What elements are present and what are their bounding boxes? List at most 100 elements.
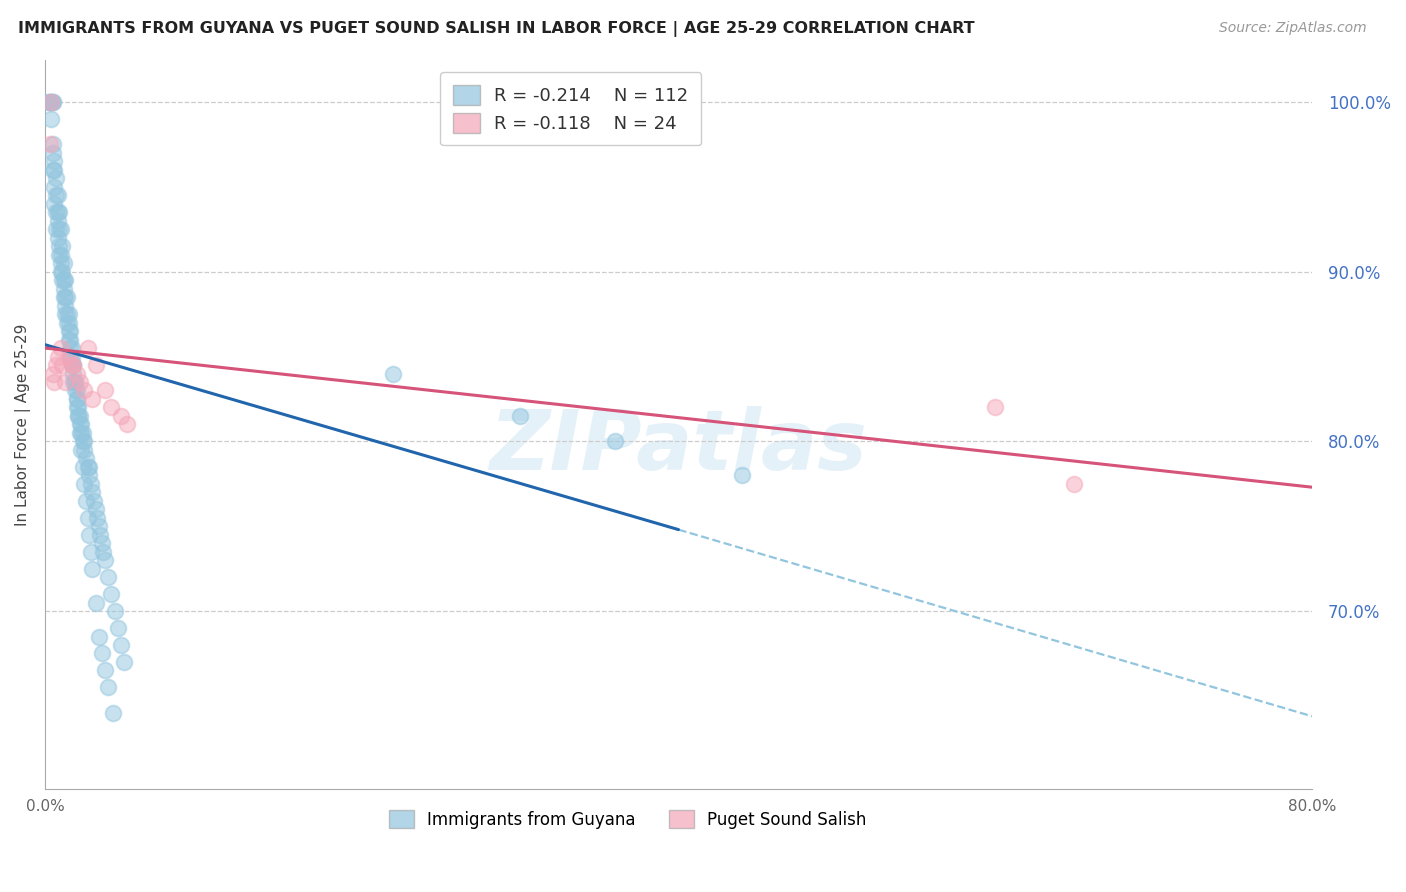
Point — [86, 510, 108, 524]
Point — [112, 655, 135, 669]
Point — [59, 333, 82, 347]
Point — [63, 375, 86, 389]
Point — [52, 256, 75, 270]
Point — [82, 561, 104, 575]
Point — [82, 485, 104, 500]
Point — [55, 375, 77, 389]
Point — [110, 409, 132, 423]
Point — [38, 137, 60, 152]
Point — [107, 621, 129, 635]
Point — [56, 316, 79, 330]
Point — [69, 417, 91, 432]
Point — [59, 350, 82, 364]
Point — [83, 493, 105, 508]
Point — [69, 409, 91, 423]
Point — [62, 375, 84, 389]
Point — [87, 519, 110, 533]
Point — [731, 468, 754, 483]
Point — [100, 587, 122, 601]
Point — [75, 493, 97, 508]
Point — [45, 205, 67, 219]
Point — [69, 425, 91, 440]
Point — [55, 290, 77, 304]
Text: ZIPatlas: ZIPatlas — [489, 406, 868, 487]
Point — [42, 145, 65, 160]
Point — [70, 442, 93, 457]
Point — [94, 384, 117, 398]
Y-axis label: In Labor Force | Age 25-29: In Labor Force | Age 25-29 — [15, 323, 31, 525]
Text: IMMIGRANTS FROM GUYANA VS PUGET SOUND SALISH IN LABOR FORCE | AGE 25-29 CORRELAT: IMMIGRANTS FROM GUYANA VS PUGET SOUND SA… — [18, 21, 974, 37]
Point — [38, 95, 60, 109]
Point — [73, 476, 96, 491]
Point — [65, 392, 87, 406]
Point — [72, 434, 94, 449]
Point — [90, 536, 112, 550]
Point — [509, 409, 531, 423]
Point — [60, 341, 83, 355]
Point — [48, 205, 70, 219]
Point — [39, 95, 62, 109]
Point — [44, 154, 66, 169]
Point — [97, 681, 120, 695]
Point — [55, 307, 77, 321]
Point — [117, 417, 139, 432]
Point — [49, 341, 72, 355]
Point — [75, 451, 97, 466]
Point — [44, 197, 66, 211]
Point — [55, 273, 77, 287]
Point — [73, 442, 96, 457]
Point — [42, 95, 65, 109]
Point — [87, 630, 110, 644]
Point — [72, 425, 94, 440]
Point — [62, 358, 84, 372]
Point — [67, 401, 90, 415]
Point — [65, 384, 87, 398]
Point — [110, 638, 132, 652]
Point — [45, 222, 67, 236]
Point — [38, 95, 60, 109]
Point — [44, 179, 66, 194]
Point — [46, 350, 69, 364]
Point — [84, 358, 107, 372]
Point — [80, 476, 103, 491]
Point — [65, 367, 87, 381]
Point — [97, 570, 120, 584]
Point — [76, 341, 98, 355]
Point — [58, 307, 80, 321]
Point — [89, 527, 111, 541]
Point — [100, 401, 122, 415]
Point — [49, 256, 72, 270]
Point — [45, 358, 67, 372]
Point — [58, 333, 80, 347]
Point — [382, 367, 405, 381]
Point — [70, 417, 93, 432]
Point — [51, 273, 73, 287]
Point — [45, 188, 67, 202]
Point — [56, 290, 79, 304]
Point — [42, 367, 65, 381]
Point — [44, 162, 66, 177]
Point — [101, 706, 124, 720]
Point — [39, 112, 62, 126]
Point — [77, 459, 100, 474]
Point — [58, 316, 80, 330]
Point — [94, 664, 117, 678]
Point — [59, 324, 82, 338]
Point — [73, 384, 96, 398]
Point — [42, 162, 65, 177]
Point — [51, 239, 73, 253]
Point — [77, 527, 100, 541]
Point — [56, 307, 79, 321]
Point — [65, 401, 87, 415]
Point — [80, 544, 103, 558]
Legend: Immigrants from Guyana, Puget Sound Salish: Immigrants from Guyana, Puget Sound Sali… — [382, 804, 873, 836]
Point — [60, 358, 83, 372]
Point — [70, 425, 93, 440]
Point — [65, 392, 87, 406]
Point — [1063, 476, 1085, 491]
Point — [67, 409, 90, 423]
Point — [52, 290, 75, 304]
Point — [45, 171, 67, 186]
Point — [49, 222, 72, 236]
Point — [93, 544, 115, 558]
